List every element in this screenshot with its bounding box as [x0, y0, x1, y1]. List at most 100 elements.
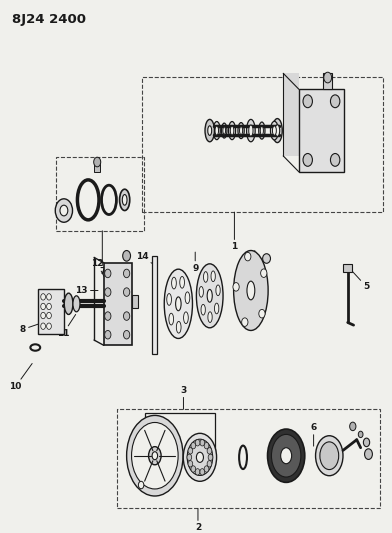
Circle shape: [303, 154, 312, 166]
Ellipse shape: [185, 292, 190, 304]
Ellipse shape: [240, 126, 243, 134]
Ellipse shape: [272, 118, 282, 142]
Ellipse shape: [223, 127, 226, 134]
Ellipse shape: [270, 122, 278, 140]
Text: 9: 9: [192, 252, 198, 272]
Circle shape: [200, 440, 205, 446]
Circle shape: [187, 454, 192, 461]
Ellipse shape: [208, 312, 212, 322]
Bar: [104, 263, 132, 345]
Circle shape: [200, 469, 205, 475]
Circle shape: [208, 454, 213, 461]
Circle shape: [105, 330, 111, 339]
Circle shape: [233, 282, 239, 291]
Ellipse shape: [281, 448, 292, 464]
Ellipse shape: [234, 251, 268, 330]
Ellipse shape: [208, 126, 212, 135]
Circle shape: [188, 461, 193, 467]
Text: 8: 8: [20, 322, 43, 334]
Text: 4: 4: [252, 251, 258, 277]
Ellipse shape: [132, 423, 178, 489]
Circle shape: [123, 288, 130, 296]
Ellipse shape: [216, 285, 220, 296]
Ellipse shape: [207, 289, 212, 302]
Ellipse shape: [199, 287, 203, 297]
Bar: [299, 89, 344, 172]
Bar: [343, 264, 352, 272]
Ellipse shape: [205, 119, 214, 142]
Circle shape: [204, 466, 209, 472]
Text: 6: 6: [310, 423, 317, 446]
Circle shape: [324, 72, 332, 83]
Ellipse shape: [247, 119, 255, 142]
Ellipse shape: [176, 297, 181, 311]
Bar: [323, 73, 332, 89]
Circle shape: [60, 205, 68, 216]
Bar: [283, 73, 299, 156]
Circle shape: [207, 448, 212, 454]
Circle shape: [41, 312, 45, 319]
Ellipse shape: [211, 271, 215, 281]
Ellipse shape: [214, 303, 219, 314]
Text: 14: 14: [136, 253, 153, 264]
Text: 10: 10: [9, 364, 32, 391]
Ellipse shape: [203, 272, 208, 282]
Circle shape: [363, 438, 370, 447]
Ellipse shape: [167, 294, 171, 305]
Circle shape: [358, 431, 363, 438]
Ellipse shape: [183, 433, 217, 481]
Circle shape: [365, 449, 372, 459]
Ellipse shape: [238, 123, 244, 139]
Circle shape: [47, 294, 51, 300]
Bar: [56, 157, 144, 231]
Circle shape: [195, 469, 200, 475]
Text: 1: 1: [231, 212, 238, 251]
Ellipse shape: [271, 434, 301, 477]
Circle shape: [41, 323, 45, 329]
Text: 5: 5: [353, 272, 370, 291]
Text: 7: 7: [99, 231, 105, 276]
Ellipse shape: [180, 277, 185, 288]
Bar: [38, 289, 64, 334]
Text: 11: 11: [57, 314, 76, 337]
Ellipse shape: [267, 429, 305, 482]
Circle shape: [303, 95, 312, 108]
Ellipse shape: [263, 254, 270, 263]
Ellipse shape: [73, 296, 80, 312]
Ellipse shape: [120, 189, 130, 211]
Ellipse shape: [259, 122, 265, 139]
Circle shape: [123, 330, 130, 339]
Ellipse shape: [275, 125, 279, 136]
Ellipse shape: [127, 415, 183, 496]
Circle shape: [204, 442, 209, 449]
Circle shape: [41, 303, 45, 310]
Ellipse shape: [64, 293, 73, 314]
Ellipse shape: [260, 126, 263, 135]
Circle shape: [191, 442, 196, 449]
Bar: [145, 413, 215, 461]
Ellipse shape: [316, 436, 343, 475]
Circle shape: [105, 269, 111, 278]
Circle shape: [41, 294, 45, 300]
Bar: [132, 295, 138, 308]
Circle shape: [123, 312, 130, 320]
Circle shape: [123, 269, 130, 278]
Text: 2: 2: [195, 508, 201, 532]
Bar: [94, 160, 100, 172]
Ellipse shape: [196, 264, 223, 328]
Circle shape: [55, 199, 73, 222]
Ellipse shape: [149, 447, 161, 465]
Ellipse shape: [272, 126, 276, 135]
Circle shape: [138, 481, 144, 489]
Circle shape: [105, 288, 111, 296]
Circle shape: [47, 323, 51, 329]
Circle shape: [47, 303, 51, 310]
Bar: [142, 77, 383, 212]
Circle shape: [350, 422, 356, 431]
Ellipse shape: [164, 269, 192, 338]
Ellipse shape: [247, 281, 255, 300]
Ellipse shape: [196, 452, 203, 463]
Circle shape: [242, 318, 248, 326]
Text: 12: 12: [91, 260, 105, 278]
Ellipse shape: [187, 439, 212, 475]
